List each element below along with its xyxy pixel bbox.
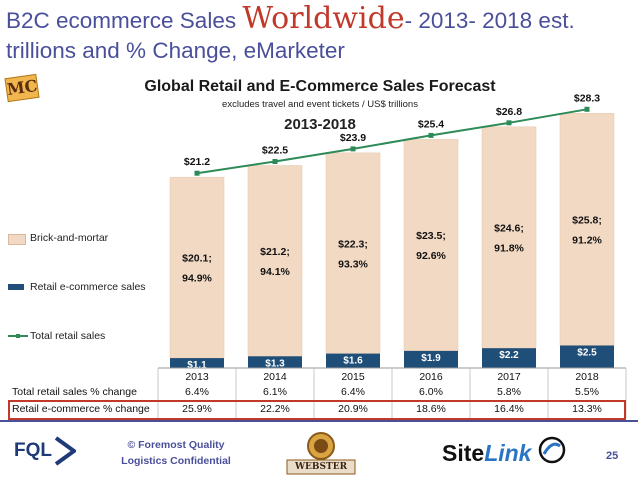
sitelink-globe-icon (538, 436, 566, 464)
legend-swatch-ecommerce (8, 284, 24, 290)
label-total-2016: $25.4 (418, 118, 444, 130)
point-total-2015 (350, 146, 356, 152)
table-cell-r1-2013: 25.9% (182, 403, 212, 415)
legend-total: Total retail sales (8, 330, 105, 342)
label-total-2018: $28.3 (574, 92, 600, 104)
confidential-line1: © Foremost Quality (127, 439, 225, 451)
bar-ecommerce-2015 (326, 353, 380, 368)
page-number: 25 (606, 450, 619, 462)
x-tick-2014: 2014 (263, 371, 287, 383)
webster-logo-emblem (286, 432, 356, 475)
legend-label-brick: Brick-and-mortar (30, 232, 109, 244)
confidential-notice: © Foremost Quality Logistics Confidentia… (116, 437, 236, 469)
title-highlight: Worldwide (242, 1, 405, 36)
point-total-2013 (194, 170, 200, 176)
point-total-2014 (272, 159, 278, 164)
bar-brick-2013 (169, 176, 225, 359)
table-cell-r1-2017: 16.4% (494, 403, 524, 415)
label-ecommerce-2015: $1.6 (343, 356, 363, 367)
x-tick-2013: 2013 (185, 371, 209, 383)
label-brick-share-2016: 92.6% (416, 250, 446, 262)
label-brick-2016: $23.5; (416, 230, 446, 242)
legend-label-total: Total retail sales (30, 330, 106, 342)
table-cell-r0-2016: 6.0% (419, 386, 443, 398)
point-total-2017 (506, 120, 512, 126)
table-row-label-total-change: Total retail sales % change (12, 386, 137, 398)
label-total-2015: $23.9 (340, 132, 366, 144)
chart-title: Global Retail and E-Commerce Sales Forec… (144, 78, 496, 95)
chart-period: 2013-2018 (284, 116, 356, 133)
table-cell-r1-2015: 20.9% (338, 403, 368, 415)
fql-arrow-icon (54, 436, 76, 466)
label-brick-share-2018: 91.2% (572, 234, 602, 246)
table-cell-r0-2017: 5.8% (497, 386, 521, 398)
table-cell-r1-2016: 18.6% (416, 403, 446, 415)
point-total-2016 (428, 132, 434, 138)
table-cell-r1-2014: 22.2% (260, 403, 290, 415)
label-total-2013: $21.2 (184, 156, 210, 168)
webster-logo-text: WEBSTER (294, 462, 348, 472)
x-tick-2015: 2015 (341, 371, 365, 383)
title-part1: B2C ecommerce Sales (6, 8, 243, 33)
bar-brick-2017 (481, 126, 537, 349)
table-cell-r0-2014: 6.1% (263, 386, 287, 398)
bar-brick-2018 (559, 113, 615, 346)
sitelink-text-link: Link (484, 440, 532, 466)
label-total-2017: $26.8 (496, 106, 522, 118)
label-brick-share-2017: 91.8% (494, 243, 524, 255)
table-cell-r0-2013: 6.4% (185, 386, 209, 398)
label-brick-2014: $21.2; (260, 246, 290, 258)
legend-brick-and-mortar: Brick-and-mortar (8, 232, 109, 245)
sitelink-logo: SiteLink (442, 440, 531, 467)
bar-ecommerce-2016 (404, 350, 458, 368)
highlight-box (8, 400, 626, 420)
x-tick-2016: 2016 (419, 371, 443, 383)
legend-swatch-brick (8, 234, 26, 245)
footer-divider (0, 420, 638, 422)
confidential-line2: Logistics Confidential (121, 455, 231, 467)
legend-ecommerce: Retail e-commerce sales (8, 281, 146, 293)
label-brick-2017: $24.6; (494, 223, 524, 235)
bar-brick-2015 (325, 152, 381, 354)
sitelink-text-site: Site (442, 440, 485, 466)
label-brick-2013: $20.1; (182, 253, 212, 265)
slide-title: B2C ecommerce Sales Worldwide- 2013- 201… (6, 4, 636, 66)
table-row-label-ecommerce-change: Retail e-commerce % change (12, 403, 150, 415)
label-ecommerce-2013: $1.1 (187, 360, 207, 371)
table-cell-r1-2018: 13.3% (572, 403, 602, 415)
bar-brick-2016 (403, 139, 459, 352)
bar-ecommerce-2017 (482, 348, 536, 368)
label-brick-share-2013: 94.9% (182, 273, 212, 285)
total-retail-line (196, 108, 588, 175)
x-tick-2017: 2017 (497, 371, 521, 383)
label-brick-2015: $22.3; (338, 238, 368, 250)
label-ecommerce-2014: $1.3 (265, 358, 285, 369)
label-ecommerce-2018: $2.5 (577, 348, 597, 359)
fql-logo: FQL (14, 440, 52, 461)
chart-canvas: $1.1 $20.1; 94.9% 2013 $1.3 $21.2; 94.1% 2014 $1… (157, 92, 627, 418)
label-brick-share-2014: 94.1% (260, 266, 290, 278)
legend-swatch-total (8, 334, 28, 338)
bar-ecommerce-2014 (248, 356, 302, 368)
label-ecommerce-2017: $2.2 (499, 350, 519, 361)
bar-ecommerce-2013 (170, 358, 224, 368)
chart-subtitle: excludes travel and event tickets / US$ … (222, 99, 418, 110)
label-ecommerce-2016: $1.9 (421, 353, 441, 364)
bar-brick-2014 (247, 165, 303, 357)
title-part2: - 2013- 2018 est. trillions and % Change… (6, 8, 575, 63)
table-cell-r0-2015: 6.4% (341, 386, 365, 398)
legend-label-ecommerce: Retail e-commerce sales (30, 281, 146, 293)
point-total-2018 (584, 106, 590, 112)
label-brick-share-2015: 93.3% (338, 258, 368, 270)
label-brick-2018: $25.8; (572, 214, 602, 226)
label-total-2014: $22.5 (262, 145, 288, 157)
x-tick-2018: 2018 (575, 371, 599, 383)
bar-ecommerce-2018 (560, 345, 614, 368)
table-cell-r0-2018: 5.5% (575, 386, 599, 398)
